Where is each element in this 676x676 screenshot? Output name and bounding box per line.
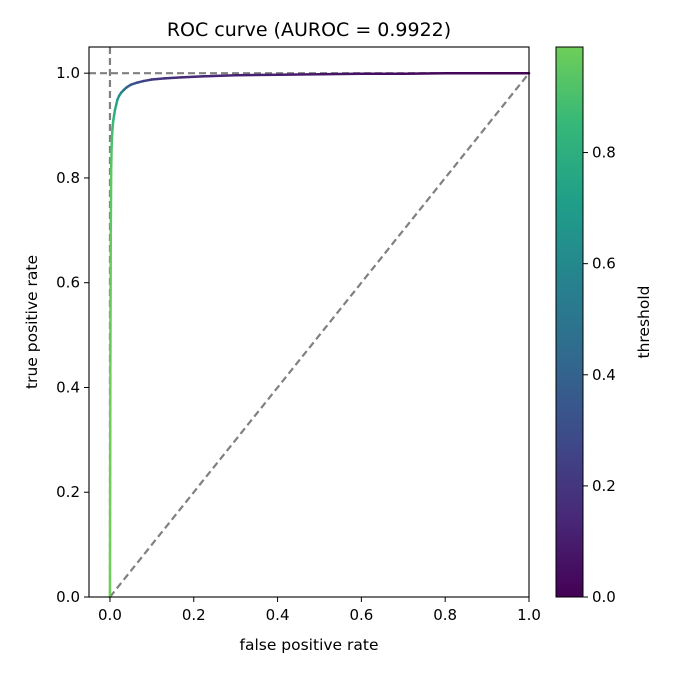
colorbar-gradient: [555, 46, 584, 598]
y-axis-label: true positive rate: [23, 255, 41, 389]
x-tick-label: 1.0: [517, 606, 541, 624]
x-tick-label: 0.0: [98, 606, 122, 624]
roc-curve-segment: [179, 75, 204, 79]
roc-curve-segment: [142, 78, 154, 83]
y-tick-label: 1.0: [56, 64, 80, 82]
roc-curve-segment: [163, 76, 183, 80]
y-tick-label: 0.8: [56, 169, 80, 187]
roc-curve-segment: [234, 73, 279, 77]
y-tick-label: 0.6: [56, 274, 80, 292]
colorbar-tick-label: 0.8: [592, 144, 616, 162]
x-axis-label: false positive rate: [239, 636, 378, 654]
colorbar-tick-label: 0.2: [592, 477, 616, 495]
reference-line-diagonal: [109, 72, 530, 598]
roc-curve-segment: [276, 72, 321, 77]
colorbar-tick-label: 0.6: [592, 255, 616, 273]
y-tick-label: 0.2: [56, 483, 80, 501]
chart-title: ROC curve (AUROC = 0.9922): [167, 19, 451, 41]
roc-curve-segment: [318, 72, 363, 76]
x-tick-label: 0.6: [349, 606, 373, 624]
colorbar-tick-label: 0.0: [592, 588, 616, 606]
colorbar-label: threshold: [635, 286, 653, 359]
colorbar-tick-label: 0.4: [592, 366, 616, 384]
colorbar: 0.0 0.2 0.4 0.6 0.8: [555, 46, 616, 606]
roc-curve: [108, 71, 531, 599]
y-axis-ticks: 0.0 0.2 0.4 0.6 0.8 1.0: [56, 64, 89, 606]
roc-curve-segment: [200, 74, 237, 78]
x-axis-ticks: 0.0 0.2 0.4 0.6 0.8 1.0: [98, 597, 541, 624]
plot-area: [88, 46, 531, 599]
plot-frame: [88, 46, 530, 598]
y-tick-label: 0.4: [56, 378, 80, 396]
x-tick-label: 0.4: [266, 606, 290, 624]
roc-curve-segment: [111, 119, 115, 130]
y-tick-label: 0.0: [56, 588, 80, 606]
x-tick-label: 0.2: [182, 606, 206, 624]
roc-curve-segment: [150, 77, 166, 81]
roc-curve-segment: [402, 71, 447, 75]
x-tick-label: 0.8: [433, 606, 457, 624]
plot-background: [89, 47, 529, 597]
